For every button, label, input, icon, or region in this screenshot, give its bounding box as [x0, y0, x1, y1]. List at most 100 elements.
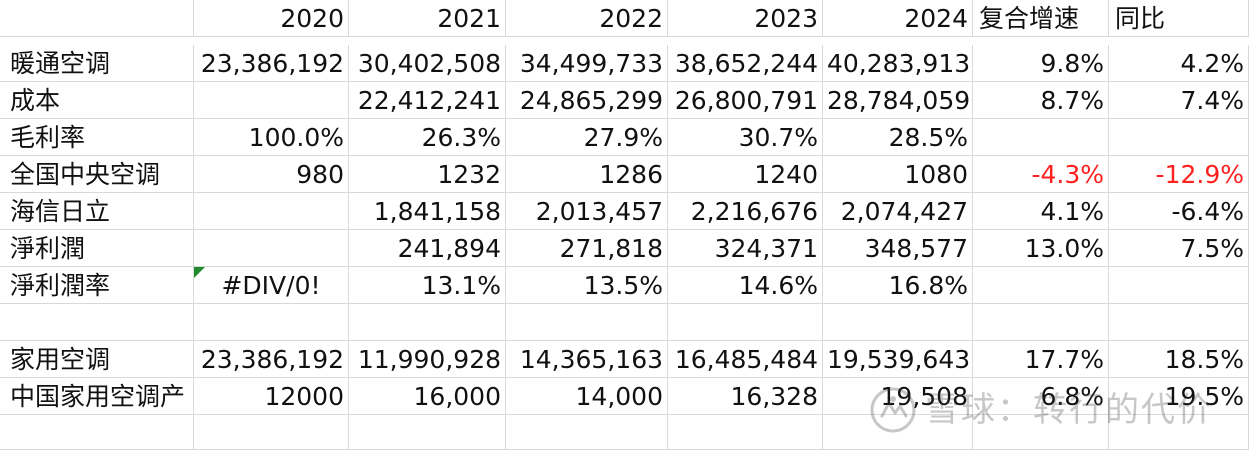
error-indicator-icon[interactable] — [194, 267, 205, 278]
cell-2023[interactable]: 324,371 — [668, 230, 823, 267]
cell-2023[interactable]: 26,800,791 — [668, 82, 823, 119]
cell-yoy[interactable] — [1109, 415, 1249, 450]
cell-2022[interactable] — [506, 415, 668, 450]
row-label[interactable]: 淨利潤率 — [0, 267, 194, 304]
row-label[interactable]: 全国中央空调 — [0, 156, 194, 193]
cell-2023[interactable] — [668, 304, 823, 341]
header-cell-cagr[interactable]: 复合增速 — [973, 0, 1109, 37]
cell-2024[interactable]: 2,074,427 — [823, 193, 973, 230]
cell-2024[interactable]: 348,577 — [823, 230, 973, 267]
row-label[interactable]: 暖通空调 — [0, 45, 194, 82]
cell-yoy[interactable] — [1109, 304, 1249, 341]
cell-2020[interactable] — [194, 82, 349, 119]
cell-2023[interactable]: 16,328 — [668, 378, 823, 415]
cell-2024[interactable] — [823, 415, 973, 450]
cell-2024[interactable]: 40,283,913 — [823, 45, 973, 82]
cell-2020[interactable] — [194, 304, 349, 341]
cell-2020[interactable]: 980 — [194, 156, 349, 193]
cell-2024[interactable]: 19,508 — [823, 378, 973, 415]
row-label[interactable]: 中国家用空调产 — [0, 378, 194, 415]
cell-2021[interactable]: 11,990,928 — [349, 341, 506, 378]
header-cell-2024[interactable]: 2024 — [823, 0, 973, 37]
cell-yoy[interactable] — [1109, 119, 1249, 156]
cell-2021[interactable]: 1,841,158 — [349, 193, 506, 230]
cell-cagr[interactable] — [973, 119, 1109, 156]
header-cell-2020[interactable]: 2020 — [194, 0, 349, 37]
cell-2024[interactable]: 28.5% — [823, 119, 973, 156]
cell-2023[interactable]: 2,216,676 — [668, 193, 823, 230]
cell-2021[interactable]: 241,894 — [349, 230, 506, 267]
header-row: 2020 2021 2022 2023 2024 复合增速 同比 — [0, 0, 1249, 37]
cell-2021[interactable]: 26.3% — [349, 119, 506, 156]
header-cell-2023[interactable]: 2023 — [668, 0, 823, 37]
cell-cagr[interactable]: 6.8% — [973, 378, 1109, 415]
cell-2023[interactable]: 30.7% — [668, 119, 823, 156]
cell-2023[interactable]: 14.6% — [668, 267, 823, 304]
cell-yoy[interactable]: 7.5% — [1109, 230, 1249, 267]
cell-cagr[interactable]: 9.8% — [973, 45, 1109, 82]
cell-2021[interactable] — [349, 415, 506, 450]
row-label[interactable]: 成本 — [0, 82, 194, 119]
cell-2020[interactable] — [194, 193, 349, 230]
cell-yoy-negative[interactable]: -12.9% — [1109, 156, 1249, 193]
cell-cagr[interactable]: 8.7% — [973, 82, 1109, 119]
cell-2024[interactable]: 19,539,643 — [823, 341, 973, 378]
cell-2020[interactable]: 12000 — [194, 378, 349, 415]
cell-cagr[interactable]: 13.0% — [973, 230, 1109, 267]
cell-2023[interactable]: 38,652,244 — [668, 45, 823, 82]
cell-2023[interactable]: 1240 — [668, 156, 823, 193]
cell-2024[interactable]: 16.8% — [823, 267, 973, 304]
row-label[interactable] — [0, 304, 194, 341]
cell-2022[interactable]: 14,365,163 — [506, 341, 668, 378]
header-cell-2022[interactable]: 2022 — [506, 0, 668, 37]
cell-2021[interactable] — [349, 304, 506, 341]
cell-2023[interactable] — [668, 415, 823, 450]
cell-2020[interactable] — [194, 415, 349, 450]
cell-yoy[interactable]: 7.4% — [1109, 82, 1249, 119]
cell-2024[interactable] — [823, 304, 973, 341]
row-label[interactable] — [0, 415, 194, 450]
cell-2024[interactable]: 28,784,059 — [823, 82, 973, 119]
cell-2021[interactable]: 13.1% — [349, 267, 506, 304]
cell-cagr-negative[interactable]: -4.3% — [973, 156, 1109, 193]
cell-2021[interactable]: 1232 — [349, 156, 506, 193]
row-label[interactable]: 家用空调 — [0, 341, 194, 378]
cell-2021[interactable]: 22,412,241 — [349, 82, 506, 119]
cell-yoy[interactable]: 4.2% — [1109, 45, 1249, 82]
cell-cagr[interactable] — [973, 267, 1109, 304]
cell-cagr[interactable] — [973, 415, 1109, 450]
cell-2020[interactable] — [194, 230, 349, 267]
header-cell-2021[interactable]: 2021 — [349, 0, 506, 37]
cell-2022[interactable]: 24,865,299 — [506, 82, 668, 119]
table-row-empty — [0, 304, 1249, 341]
cell-cagr[interactable]: 4.1% — [973, 193, 1109, 230]
cell-2022[interactable]: 34,499,733 — [506, 45, 668, 82]
cell-yoy[interactable] — [1109, 267, 1249, 304]
row-label[interactable]: 毛利率 — [0, 119, 194, 156]
cell-yoy[interactable]: 18.5% — [1109, 341, 1249, 378]
cell-2020[interactable]: 23,386,192 — [194, 341, 349, 378]
header-cell-yoy[interactable]: 同比 — [1109, 0, 1249, 37]
row-label[interactable]: 淨利潤 — [0, 230, 194, 267]
cell-2022[interactable] — [506, 304, 668, 341]
cell-2021[interactable]: 16,000 — [349, 378, 506, 415]
cell-cagr[interactable]: 17.7% — [973, 341, 1109, 378]
cell-2022[interactable]: 271,818 — [506, 230, 668, 267]
cell-2022[interactable]: 27.9% — [506, 119, 668, 156]
cell-cagr[interactable] — [973, 304, 1109, 341]
cell-2024[interactable]: 1080 — [823, 156, 973, 193]
table-row-empty — [0, 415, 1249, 450]
cell-2022[interactable]: 14,000 — [506, 378, 668, 415]
cell-2022[interactable]: 13.5% — [506, 267, 668, 304]
cell-2021[interactable]: 30,402,508 — [349, 45, 506, 82]
header-cell-label[interactable] — [0, 0, 194, 37]
cell-yoy[interactable]: -6.4% — [1109, 193, 1249, 230]
cell-2022[interactable]: 1286 — [506, 156, 668, 193]
cell-2020[interactable]: 23,386,192 — [194, 45, 349, 82]
row-label[interactable]: 海信日立 — [0, 193, 194, 230]
cell-2020[interactable]: 100.0% — [194, 119, 349, 156]
cell-yoy[interactable]: 19.5% — [1109, 378, 1249, 415]
cell-2023[interactable]: 16,485,484 — [668, 341, 823, 378]
cell-2020-error[interactable]: #DIV/0! — [194, 267, 349, 304]
cell-2022[interactable]: 2,013,457 — [506, 193, 668, 230]
